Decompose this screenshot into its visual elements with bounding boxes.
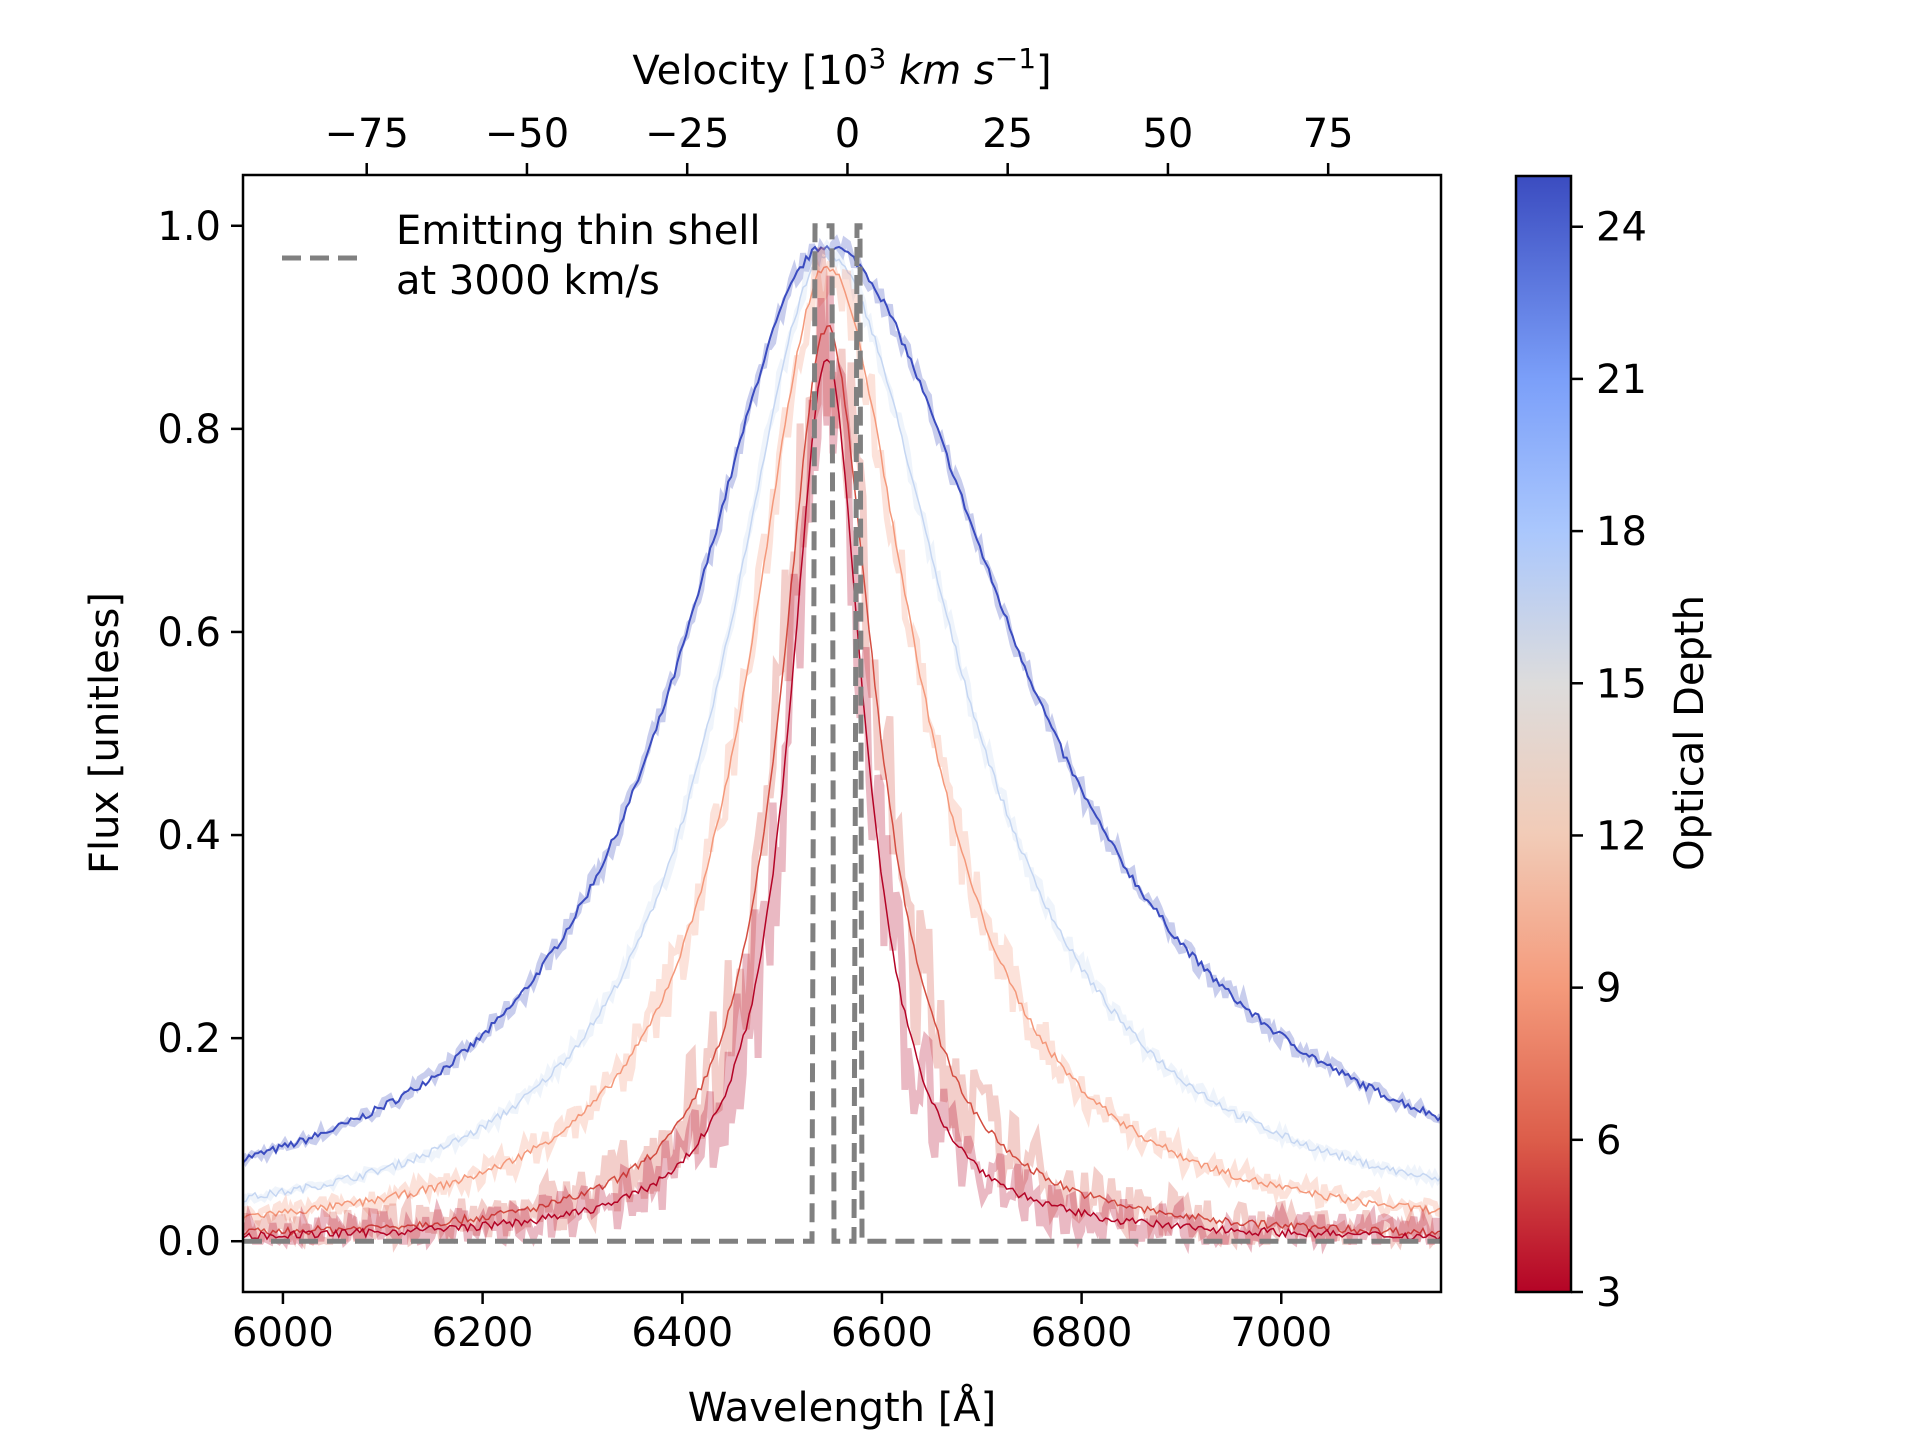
- legend: Emitting thin shell at 3000 km/s: [282, 208, 761, 304]
- x-tick-label: 6800: [1031, 1310, 1133, 1356]
- series-layer: [243, 234, 1441, 1255]
- top-tick-label: −75: [324, 111, 408, 157]
- plot-frame: [241, 173, 1443, 1294]
- y-axis-left: 0.0 0.2 0.4 0.6 0.8 1.0: [157, 204, 243, 1265]
- x-tick-label: 6600: [831, 1310, 933, 1356]
- y-tick-label: 0.0: [157, 1219, 221, 1265]
- top-axis-label-km: km: [899, 48, 961, 94]
- series-line-25: [243, 244, 1441, 1164]
- legend-shell-label-line1: Emitting thin shell: [396, 208, 761, 254]
- plot-area: [241, 173, 1443, 1294]
- y-tick-label: 0.4: [157, 813, 221, 859]
- series-line-3: [243, 358, 1441, 1241]
- colorbar-label: Optical Depth: [1667, 595, 1713, 871]
- x-tick-label: 6200: [432, 1310, 534, 1356]
- shell-line: [243, 223, 1441, 1244]
- top-tick-label: 75: [1303, 111, 1354, 157]
- top-tick-label: −25: [645, 111, 729, 157]
- x-tick-label: 7000: [1230, 1310, 1332, 1356]
- colorbar-tick-label: 3: [1596, 1270, 1621, 1316]
- y-tick-label: 1.0: [157, 204, 221, 250]
- x-axis-top: −75 −50 −25 0 25 50 75: [324, 111, 1354, 175]
- colorbar: 3 6 9 12 15 18 21 24 Optical Depth: [1514, 174, 1713, 1316]
- x-tick-label: 6000: [232, 1310, 334, 1356]
- y-axis-label: Flux [unitless]: [82, 592, 128, 874]
- top-tick-label: 0: [835, 111, 860, 157]
- series-noise-3: [243, 275, 1441, 1255]
- top-tick-label: −50: [485, 111, 569, 157]
- series-line-6: [243, 324, 1441, 1237]
- x-tick-label: 6400: [631, 1310, 733, 1356]
- colorbar-tick-label: 15: [1596, 661, 1647, 707]
- colorbar-tick-label: 21: [1596, 357, 1647, 403]
- top-axis-label-sup2: −1: [995, 42, 1036, 75]
- series-noise-10: [243, 259, 1441, 1228]
- colorbar-tick-label: 24: [1596, 205, 1647, 251]
- y-tick-label: 0.2: [157, 1016, 221, 1062]
- top-axis-label: Velocity [103 km s−1]: [632, 42, 1051, 94]
- colorbar-tick-label: 18: [1596, 509, 1647, 555]
- legend-shell-label-line2: at 3000 km/s: [396, 258, 660, 304]
- x-axis-bottom: 6000 6200 6400 6600 6800 7000: [232, 1292, 1332, 1356]
- top-axis-label-main: Velocity [10: [632, 48, 868, 94]
- top-axis-label-sup: 3: [869, 42, 887, 75]
- y-tick-label: 0.8: [157, 407, 221, 453]
- top-axis-label-s: s: [974, 48, 995, 94]
- colorbar-tick-label: 12: [1596, 813, 1647, 859]
- top-tick-label: 50: [1142, 111, 1193, 157]
- colorbar-tick-label: 6: [1596, 1118, 1621, 1164]
- colorbar-tick-label: 9: [1596, 966, 1621, 1012]
- top-axis-label-close: ]: [1036, 48, 1052, 94]
- colorbar-ticks: 3 6 9 12 15 18 21 24: [1571, 205, 1647, 1316]
- series-line-15: [243, 254, 1441, 1203]
- series-line-10: [243, 265, 1441, 1220]
- y-tick-label: 0.6: [157, 610, 221, 656]
- top-tick-label: 25: [982, 111, 1033, 157]
- shell-layer: [243, 223, 1441, 1244]
- colorbar-gradient: [1514, 174, 1573, 1294]
- series-noise-6: [243, 247, 1441, 1253]
- x-axis-label: Wavelength [Å]: [688, 1383, 997, 1431]
